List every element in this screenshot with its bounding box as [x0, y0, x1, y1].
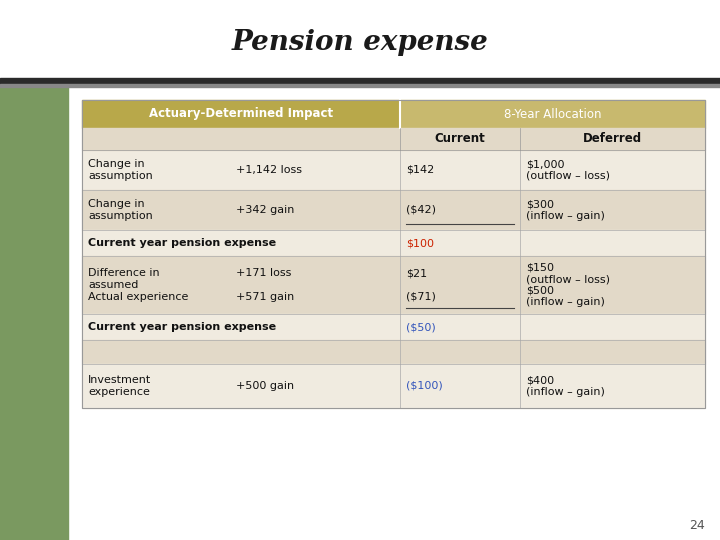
Text: +342 gain: +342 gain	[236, 205, 294, 215]
Text: +1,142 loss: +1,142 loss	[236, 165, 302, 175]
Text: Deferred: Deferred	[583, 132, 642, 145]
Text: ($42): ($42)	[406, 205, 436, 215]
Text: Difference in
assumed
Actual experience: Difference in assumed Actual experience	[88, 268, 189, 302]
Bar	[82, 364, 705, 408]
Bar	[82, 314, 705, 340]
Text: 8-Year Allocation: 8-Year Allocation	[504, 107, 601, 120]
Text: $100: $100	[406, 238, 434, 248]
Text: $400
(inflow – gain): $400 (inflow – gain)	[526, 375, 605, 397]
Bar	[82, 340, 705, 364]
Text: +500 gain: +500 gain	[236, 381, 294, 391]
Text: Change in
assumption: Change in assumption	[88, 159, 153, 181]
Text: Actuary-Determined Impact: Actuary-Determined Impact	[149, 107, 333, 120]
Bar	[82, 100, 705, 408]
Text: 24: 24	[689, 519, 705, 532]
Text: $300
(inflow – gain): $300 (inflow – gain)	[526, 199, 605, 221]
Bar	[0, 78, 720, 84]
Text: Pension expense: Pension expense	[232, 29, 488, 56]
Bar	[82, 128, 705, 150]
Text: Current year pension expense: Current year pension expense	[88, 322, 276, 332]
Bar	[0, 84, 720, 87]
Bar	[400, 100, 705, 128]
Text: Change in
assumption: Change in assumption	[88, 199, 153, 221]
Text: $21

($71): $21 ($71)	[406, 268, 436, 302]
Text: ($100): ($100)	[406, 381, 443, 391]
Text: $142: $142	[406, 165, 434, 175]
Bar	[0, 87, 68, 540]
Bar	[82, 100, 400, 128]
Text: ($50): ($50)	[406, 322, 436, 332]
Text: $150
(outflow – loss)
$500
(inflow – gain): $150 (outflow – loss) $500 (inflow – gai…	[526, 262, 610, 307]
Bar	[82, 256, 705, 314]
Bar	[82, 230, 705, 256]
Text: Current year pension expense: Current year pension expense	[88, 238, 276, 248]
Text: +171 loss

+571 gain: +171 loss +571 gain	[236, 268, 294, 302]
Text: Current: Current	[435, 132, 485, 145]
Bar	[82, 190, 705, 230]
Bar	[82, 150, 705, 190]
Text: $1,000
(outflow – loss): $1,000 (outflow – loss)	[526, 159, 610, 181]
Text: Investment
experience: Investment experience	[88, 375, 151, 397]
